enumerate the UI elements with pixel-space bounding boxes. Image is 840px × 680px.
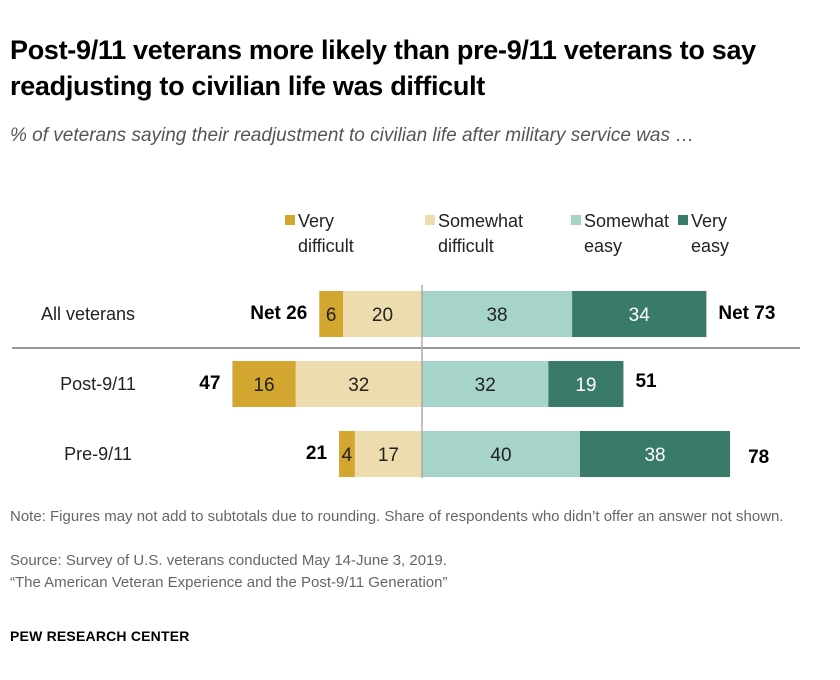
legend-swatch — [571, 215, 581, 225]
data-label: 19 — [575, 375, 596, 396]
legend-label: Very — [298, 211, 334, 231]
net-easy-label: Net 73 — [718, 303, 775, 324]
chart-source: Source: Survey of U.S. veterans conducte… — [10, 552, 447, 569]
data-label: 17 — [378, 445, 399, 466]
data-label: 20 — [372, 305, 393, 326]
chart-note: Note: Figures may not add to subtotals d… — [10, 508, 784, 525]
bar-segment — [422, 291, 573, 337]
category-label: Post-9/11 — [60, 374, 136, 394]
data-label: 40 — [490, 445, 511, 466]
bar-segment — [295, 361, 422, 407]
net-difficult-label: Net 26 — [250, 303, 307, 324]
category-label: Pre-9/11 — [64, 444, 132, 464]
legend-swatch — [678, 215, 688, 225]
bar-segment — [354, 431, 422, 477]
data-label: 34 — [629, 305, 651, 326]
bar-segment — [343, 291, 422, 337]
data-label: 32 — [475, 375, 496, 396]
legend-label: Very — [691, 211, 727, 231]
net-easy-label: 78 — [748, 447, 769, 468]
bar-segment — [548, 361, 624, 407]
legend-label: difficult — [298, 236, 354, 256]
legend-label: Somewhat — [584, 211, 669, 231]
legend-swatch — [425, 215, 435, 225]
bar-segment — [572, 291, 707, 337]
chart-title: Post-9/11 veterans more likely than pre-… — [10, 35, 756, 101]
data-label: 38 — [644, 445, 665, 466]
bar-segment — [232, 361, 296, 407]
category-label: All veterans — [41, 304, 135, 324]
net-difficult-label: 47 — [199, 373, 220, 394]
bar-segment — [339, 431, 355, 477]
bar-segment — [422, 431, 580, 477]
data-label: 16 — [253, 375, 274, 396]
legend-label: Somewhat — [438, 211, 523, 231]
bar-segment — [580, 431, 731, 477]
net-easy-label: 51 — [635, 371, 657, 392]
brand-logo-text: PEW RESEARCH CENTER — [10, 628, 190, 644]
chart-report: “The American Veteran Experience and the… — [10, 574, 448, 591]
data-label: 38 — [486, 305, 507, 326]
net-difficult-label: 21 — [306, 443, 328, 464]
data-label: 32 — [348, 375, 369, 396]
data-label: 6 — [326, 305, 337, 326]
legend-label: easy — [584, 236, 622, 256]
legend-label: easy — [691, 236, 729, 256]
legend-swatch — [285, 215, 295, 225]
bar-segment — [422, 361, 549, 407]
chart-svg: Very difficult Somewhat difficult Somewhat ea… — [12, 211, 800, 478]
legend-label: difficult — [438, 236, 494, 256]
bar-segment — [319, 291, 343, 337]
chart-subtitle: % of veterans saying their readjustment … — [10, 125, 695, 146]
data-label: 4 — [342, 445, 353, 466]
